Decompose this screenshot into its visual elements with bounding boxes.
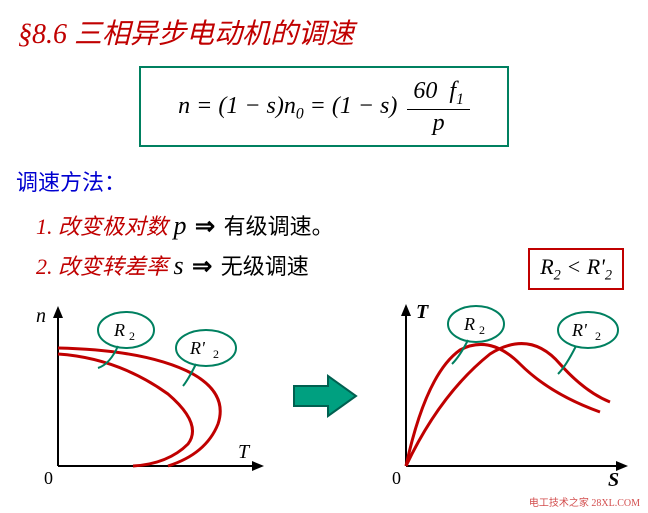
chart-a-ylabel: n [36, 305, 46, 327]
chart-n-vs-t: n T 0 R 2 R' 2 [18, 294, 278, 494]
watermark: 电工技术之家 28XL.COM [529, 494, 640, 509]
svg-text:R': R' [571, 320, 588, 340]
label-bubble-r2: R 2 [98, 312, 154, 368]
svg-text:R: R [113, 320, 125, 340]
main-equation: n = (1 − s)n0 = (1 − s) 60 f1 p [139, 66, 509, 147]
big-arrow-icon [290, 374, 360, 418]
eq-rhs-prefix: (1 − s) [332, 93, 398, 119]
curve-r2p [58, 354, 193, 466]
charts-region: n T 0 R 2 R' 2 T S 0 [0, 294, 648, 504]
label-bubble-b-r2p: R' 2 [558, 312, 618, 374]
svg-text:2: 2 [479, 323, 485, 337]
eq-eq1: = [196, 93, 218, 119]
eq-mid-sub: 0 [296, 106, 304, 123]
svg-text:R': R' [189, 338, 206, 358]
implies-icon: ⇒ [192, 214, 218, 240]
chart-b-origin: 0 [392, 468, 401, 488]
chart-a-origin: 0 [44, 468, 53, 488]
svg-text:2: 2 [595, 329, 601, 343]
section-title: §8.6 三相异步电动机的调速 [0, 0, 648, 60]
chart-b-ylabel: T [416, 301, 429, 323]
svg-text:R: R [463, 314, 475, 334]
chart-a-xlabel: T [238, 441, 251, 463]
eq-lhs: n [178, 93, 190, 119]
eq-den: p [407, 110, 469, 137]
curve-b-r2 [406, 344, 600, 466]
eq-mid: (1 − s)n [218, 93, 296, 119]
eq-fraction: 60 f1 p [407, 78, 469, 137]
chart-t-vs-s: T S 0 R 2 R' 2 [370, 294, 640, 494]
implies-icon: ⇒ [189, 254, 215, 280]
inequality-box: R2 < R'2 [528, 248, 624, 290]
label-bubble-r2p: R' 2 [176, 330, 236, 386]
methods-heading: 调速方法： [0, 161, 648, 205]
method-1: 1. 改变极对数 p ⇒ 有级调速。 [0, 205, 648, 245]
chart-b-xlabel: S [608, 469, 619, 491]
svg-text:2: 2 [129, 329, 135, 343]
eq-eq2: = [310, 93, 332, 119]
eq-num: 60 f1 [407, 78, 469, 110]
svg-text:2: 2 [213, 347, 219, 361]
label-bubble-b-r2: R 2 [448, 306, 504, 364]
